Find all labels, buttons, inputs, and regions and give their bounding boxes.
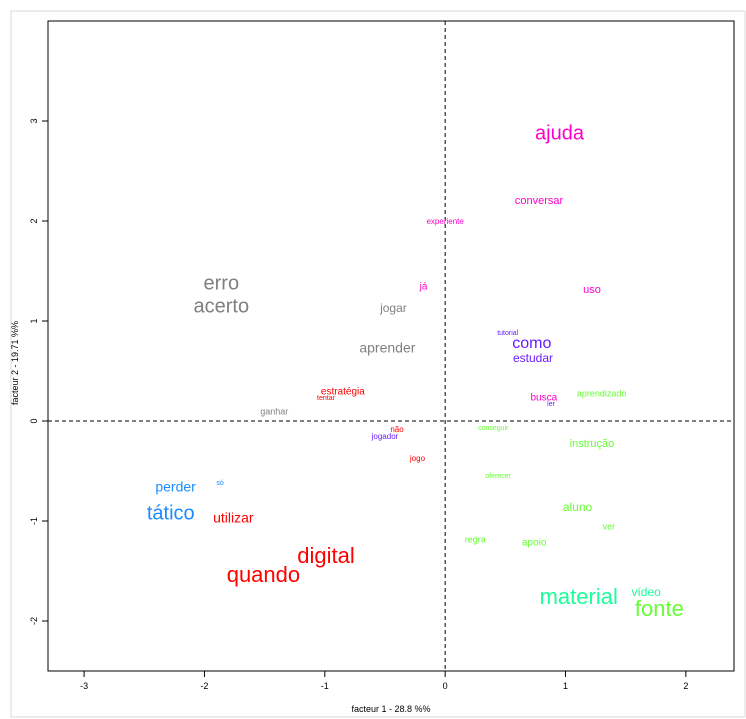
- word-point: aprendizado: [577, 388, 627, 398]
- y-axis: -2 -1 0 1 2 3: [29, 118, 48, 625]
- word-point: ajuda: [535, 122, 585, 144]
- word-point: aprender: [359, 340, 415, 356]
- x-axis: -3 -2 -1 0 1 2: [80, 671, 688, 691]
- word-point: material: [540, 584, 618, 609]
- word-point: estratégia: [321, 387, 365, 398]
- word-point: quando: [227, 562, 300, 587]
- word-point: jogador: [371, 432, 399, 441]
- y-tick-label: 0: [29, 418, 39, 423]
- word-point: oferecer: [485, 473, 511, 480]
- word-point: utilizar: [213, 510, 254, 526]
- word-point: jogar: [379, 301, 407, 315]
- x-tick-label: -2: [200, 681, 208, 691]
- word-point: não: [390, 425, 404, 434]
- word-point: como: [512, 335, 551, 352]
- word-point: jogo: [409, 454, 426, 463]
- x-axis-title: facteur 1 - 28.8 %%: [351, 704, 430, 714]
- y-tick-label: -2: [29, 617, 39, 625]
- y-tick-label: 2: [29, 218, 39, 223]
- word-point: só: [216, 480, 224, 487]
- word-point: regra: [465, 534, 486, 544]
- y-axis-title: facteur 2 - 19.71 %%: [10, 321, 20, 405]
- reference-lines: [48, 21, 734, 671]
- word-point: conseguir: [478, 425, 509, 432]
- word-point: tentar: [317, 395, 336, 402]
- x-tick-label: 0: [443, 681, 448, 691]
- word-point: ver: [603, 521, 616, 531]
- figure-border: [10, 10, 746, 718]
- word-point: já: [419, 282, 428, 293]
- plot-area-frame: [47, 20, 735, 672]
- word-point: tutorial: [497, 330, 518, 337]
- word-point: perder: [155, 479, 196, 495]
- word-point: instrução: [570, 438, 615, 450]
- word-point: vídeo: [631, 585, 661, 599]
- x-tick-label: -3: [80, 681, 88, 691]
- x-tick-label: 2: [683, 681, 688, 691]
- x-tick-label: 1: [563, 681, 568, 691]
- x-tick-label: -1: [321, 681, 329, 691]
- y-tick-label: 1: [29, 318, 39, 323]
- word-point: conversar: [515, 195, 564, 207]
- word-point: acerto: [194, 295, 250, 317]
- word-point: erro: [204, 272, 240, 294]
- word-point: tático: [147, 502, 195, 524]
- word-point: uso: [583, 284, 601, 296]
- word-point: estudar: [513, 351, 553, 365]
- word-point: ganhar: [260, 406, 288, 416]
- y-tick-label: -1: [29, 517, 39, 525]
- y-tick-label: 3: [29, 118, 39, 123]
- word-point: ler: [547, 401, 555, 408]
- word-point: digital: [297, 543, 354, 568]
- word-point: busca: [531, 393, 558, 404]
- word-point: fonte: [635, 596, 684, 621]
- word-point: experiente: [426, 217, 464, 226]
- word-point: aluno: [563, 500, 593, 514]
- word-point: apoio: [522, 538, 547, 549]
